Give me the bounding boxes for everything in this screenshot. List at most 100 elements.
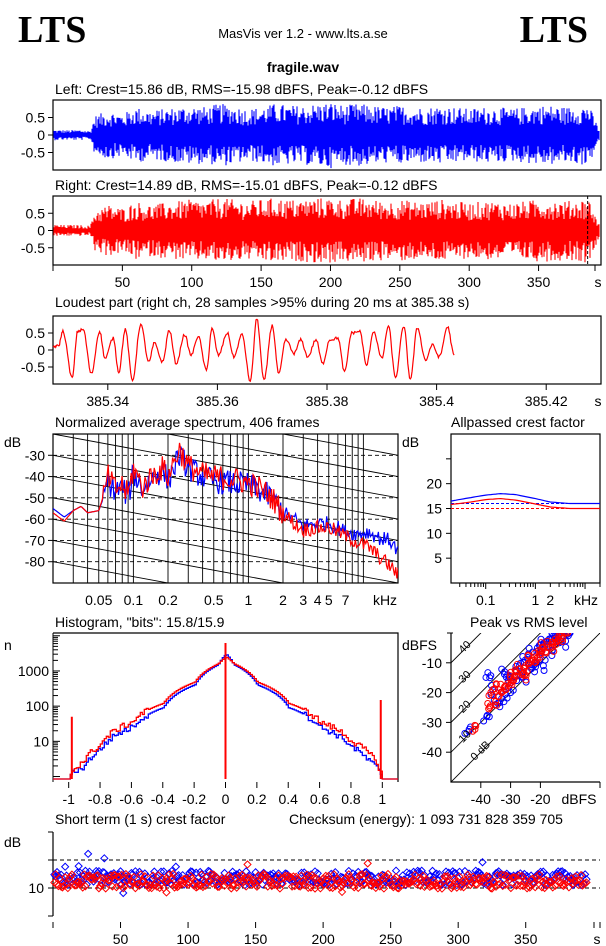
peak-vs-rms-point-left [522,678,530,686]
short-term-crest-point [471,866,480,875]
short-term-crest-point [432,881,441,890]
short-term-crest-point [493,871,502,880]
short-term-crest-point [63,883,73,893]
loudest-part-xtick-label: 385.34 [86,393,129,409]
peak-vs-rms-point-right [484,699,492,707]
short-term-crest-point [228,881,237,890]
short-term-crest-point [124,872,133,881]
short-term-crest-point [402,868,412,877]
short-term-crest-point [399,876,409,886]
short-term-crest-point [178,879,187,889]
short-term-crest-point [506,883,516,893]
short-term-crest-point [119,888,128,898]
short-term-crest-point [471,879,480,889]
loudest-part-title: Loudest part (right ch, 28 samples >95% … [55,294,470,310]
histogram-title: Histogram, "bits": 15.8/15.9 [55,614,225,630]
loudest-part-ytick-label: 0 [37,342,45,358]
short-term-crest-point [243,873,252,882]
peak-vs-rms-point-left [487,672,495,680]
average-spectrum-slope-line [53,264,398,328]
short-term-crest-point [479,878,489,887]
peak-vs-rms-point-right [513,660,521,668]
loudest-part-xtick-label: 385.4 [419,393,454,409]
short-term-crest-point [436,879,445,888]
short-term-crest-point [252,882,262,891]
peak-vs-rms-point-right [512,672,520,680]
short-term-crest-point [437,884,447,893]
peak-vs-rms-crest-label: 20 [457,698,474,715]
peak-vs-rms-point-left [531,668,539,676]
peak-vs-rms-point-right [491,685,499,693]
short-term-crest-point [582,875,591,884]
short-term-crest-point [404,879,413,888]
short-term-crest-point [497,870,506,879]
short-term-crest-xtick-label: 250 [379,931,403,946]
short-term-crest-point [78,883,87,892]
peak-vs-rms-crest-line [451,633,512,693]
short-term-crest-point [81,882,90,891]
short-term-crest-point [308,870,317,880]
short-term-crest-xtick-label: 50 [113,931,129,946]
short-term-crest-point [232,883,241,892]
short-term-crest-point [376,871,386,880]
peak-vs-rms-ytick-label: -20 [422,685,442,701]
short-term-crest-point [331,867,340,877]
peak-vs-rms-point-right [550,647,558,655]
average-spectrum: -30 -40 -50 -60 -70 -80 dB 0.05 0.1 0.2 0.5 1 2 3 4 5 7 k… [4,264,399,608]
histogram-frame [53,632,399,782]
short-term-crest-point [128,878,137,887]
allpassed-crest-ytick-label: 20 [426,476,442,492]
short-term-crest-point [499,870,509,880]
short-term-crest-point [355,871,364,880]
short-term-crest-point [521,875,530,884]
short-term-crest-point [520,877,529,887]
short-term-crest-point [186,867,195,876]
short-term-crest-point [106,871,116,880]
short-term-crest-point [221,874,231,883]
short-term-crest-point [274,869,283,878]
waveform-right-xtick-label: 150 [249,274,273,290]
peak-vs-rms-point-right [552,641,560,649]
peak-vs-rms-point-right [471,725,479,733]
short-term-crest-point [336,883,345,892]
short-term-crest-point [328,883,337,893]
average-spectrum-slope-line [53,497,398,563]
short-term-crest-point [220,881,229,890]
short-term-crest-point [533,875,543,884]
loudest-part-ytick-label: 0.5 [26,325,46,341]
short-term-crest-point [564,883,574,892]
short-term-crest-point [555,871,564,881]
short-term-crest-point [194,880,204,890]
short-term-crest-point [117,870,127,880]
waveform-right: 0.5 0-0.5 50 100 150 200 250 300 350 s [21,195,602,290]
peak-vs-rms-point-left [531,663,539,671]
short-term-crest-point [301,877,310,887]
checksum-value: 1 093 731 828 359 705 [418,811,563,827]
peak-vs-rms-point-right [494,693,502,701]
short-term-crest-point [560,880,570,889]
short-term-crest-point [151,878,160,887]
peak-vs-rms-yaxis-unit: dBFS [402,637,437,653]
short-term-crest-point [243,860,252,869]
average-spectrum-curves [53,442,398,579]
peak-vs-rms-point-right [521,664,529,672]
short-term-crest-point [100,874,109,884]
peak-vs-rms-point-left [503,694,511,702]
waveform-right-xtick-label: 250 [388,274,412,290]
histogram-xtick-label: -0.8 [88,791,112,807]
average-spectrum-ytick-label: -60 [25,511,45,527]
short-term-crest-point [510,873,520,882]
waveform-left-ytick-label: 0.5 [26,110,46,126]
peak-vs-rms-point-left [540,666,548,674]
average-spectrum-slope-line [53,285,398,349]
short-term-crest-point [194,873,204,882]
short-term-crest-point [144,883,154,893]
short-term-crest-point [374,878,383,888]
peak-vs-rms-point-left [483,711,491,719]
short-term-crest-xtick-label: 150 [244,931,268,946]
average-spectrum-slope-line [53,539,286,583]
peak-vs-rms-point-right [491,701,499,709]
short-term-crest-point [582,878,591,887]
average-spectrum-xtick-label: 5 [325,592,333,608]
waveform-left-ytick-label: -0.5 [21,145,45,161]
